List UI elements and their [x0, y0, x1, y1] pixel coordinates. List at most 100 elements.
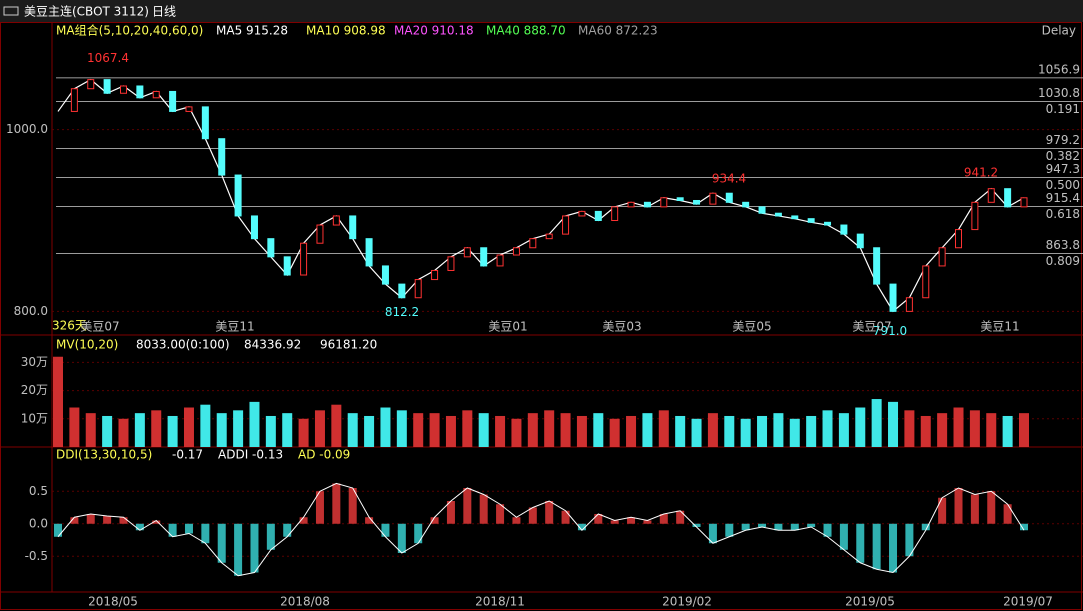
legend-item: 96181.20	[320, 338, 377, 352]
ddi-line	[57, 482, 1025, 577]
candle	[332, 215, 340, 226]
ddi-bar	[774, 523, 783, 531]
ddi-bar	[234, 523, 243, 576]
level-ratio: 0.809	[1046, 254, 1080, 268]
contract-label: 美豆11	[980, 320, 1019, 334]
candle	[611, 206, 619, 221]
y-tick-label: 30万	[21, 355, 48, 369]
legend-item: MA60 872.23	[578, 24, 658, 38]
volume-bar	[429, 413, 440, 447]
ddi-bar	[496, 504, 505, 524]
extreme-label: 791.0	[873, 324, 907, 338]
ddi-bar	[70, 517, 79, 524]
ddi-bar	[397, 523, 406, 553]
volume-bar	[871, 399, 882, 447]
candle	[316, 224, 324, 244]
ddi-bar	[414, 523, 423, 544]
ddi-bar	[741, 523, 750, 531]
period[interactable]: 日线	[152, 5, 176, 19]
ddi-bar	[659, 514, 668, 524]
contract-label: 美豆05	[732, 320, 771, 334]
symbol[interactable]: 美豆主连(CBOT 3112)	[24, 4, 149, 19]
level-price: 947.3	[1046, 162, 1080, 176]
contract-label: 美豆01	[488, 320, 527, 334]
status: Delay	[1042, 24, 1076, 38]
ddi-bar	[938, 497, 947, 524]
ddi-bar	[332, 483, 341, 524]
candle	[70, 88, 78, 112]
ddi-bar	[921, 523, 930, 531]
ddi-bar	[905, 523, 914, 557]
candle	[169, 90, 177, 112]
volume-bar	[675, 415, 686, 447]
volume-bar	[396, 410, 407, 447]
legend-item: MA20 910.18	[394, 24, 474, 38]
volume-bar	[478, 413, 489, 447]
volume-bar	[134, 413, 145, 447]
volume-bar	[85, 413, 96, 447]
candle	[398, 283, 406, 299]
candle	[824, 221, 832, 226]
ddi-bar	[217, 523, 226, 563]
candle	[480, 247, 488, 267]
candle	[234, 174, 242, 217]
level-price: 863.8	[1046, 238, 1080, 252]
candle	[627, 201, 635, 208]
volume-bar	[167, 415, 178, 447]
volume-bar	[233, 410, 244, 447]
ddi-bar	[643, 520, 652, 524]
legend-item: -0.17	[172, 448, 203, 462]
candle	[562, 215, 570, 235]
ddi-bar	[446, 501, 455, 524]
date-label: 2019/05	[845, 595, 895, 609]
volume-bar	[773, 413, 784, 447]
ddi-bar	[201, 523, 210, 544]
candle	[103, 79, 111, 94]
top-bar	[0, 0, 1083, 22]
ddi-bar	[1003, 504, 1012, 524]
candle	[545, 233, 553, 240]
volume-bar	[1019, 413, 1029, 447]
extreme-label: 812.2	[385, 305, 419, 319]
ddi-bar	[184, 523, 193, 534]
y-tick-label: 800.0	[14, 304, 48, 318]
candle	[218, 138, 226, 176]
legend-item: ADDI -0.13	[218, 448, 283, 462]
volume-bar	[626, 415, 637, 447]
volume-bar	[838, 413, 849, 447]
legend-title: MA组合(5,10,20,40,60,0)	[56, 23, 203, 38]
ddi-bar	[299, 517, 308, 524]
volume-bar	[855, 407, 866, 447]
volume-bar	[691, 418, 702, 447]
day-count: 326天	[52, 319, 87, 333]
ddi-bar	[790, 523, 799, 531]
candle	[693, 199, 701, 205]
volume-bar	[265, 415, 276, 447]
icon	[3, 6, 19, 16]
ddi-bar	[889, 523, 898, 573]
candle	[922, 265, 930, 299]
candle	[349, 215, 357, 240]
volume-bar	[969, 410, 980, 447]
candle	[431, 269, 439, 281]
candle	[840, 224, 848, 235]
candle	[529, 238, 537, 249]
ddi-bar	[103, 515, 112, 524]
ddi-bar	[839, 523, 848, 550]
candle	[594, 210, 602, 221]
candle	[742, 201, 750, 208]
y-tick-label: 0.0	[29, 516, 48, 530]
date-label: 2018/08	[280, 595, 330, 609]
level-ratio: 0.500	[1046, 178, 1080, 192]
volume-bar	[806, 415, 817, 447]
candle	[201, 106, 209, 140]
ddi-bar	[561, 510, 570, 524]
candle	[791, 215, 799, 220]
contract-label: 美豆07	[80, 320, 119, 334]
ddi-bar	[627, 517, 636, 524]
level-price: 915.4	[1046, 191, 1080, 205]
candle	[955, 229, 963, 249]
candle	[447, 256, 455, 271]
date-label: 2018/11	[475, 595, 525, 609]
